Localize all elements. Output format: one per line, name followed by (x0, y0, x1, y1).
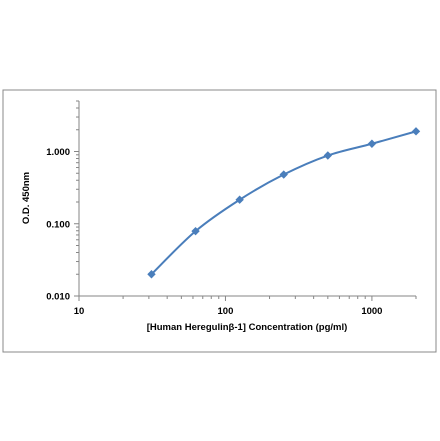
data-point-marker (367, 139, 377, 148)
series-group (147, 127, 421, 279)
plot-area (78, 101, 416, 297)
x-axis-label: [Human Heregulinβ-1] Concentration (pg/m… (147, 322, 348, 333)
y-axis-label: O.D. 450nm (21, 172, 32, 224)
x-tick-label: 100 (218, 306, 234, 317)
y-axis-ticks: 0.010 0.100 1.000 (46, 100, 79, 303)
x-axis-ticks: 10 100 1000 (74, 296, 417, 317)
data-point-marker (279, 170, 288, 179)
y-tick-label: 1.000 (46, 147, 70, 158)
data-point-marker (147, 270, 156, 279)
x-tick-label: 1000 (361, 306, 382, 317)
chart-border (2, 89, 437, 353)
y-tick-label: 0.010 (46, 292, 70, 303)
x-tick-label: 10 (74, 306, 85, 317)
data-point-marker (235, 195, 244, 204)
data-point-marker (323, 151, 333, 160)
y-tick-label: 0.100 (46, 219, 70, 230)
data-point-marker (191, 226, 200, 236)
data-point-marker (411, 127, 421, 136)
